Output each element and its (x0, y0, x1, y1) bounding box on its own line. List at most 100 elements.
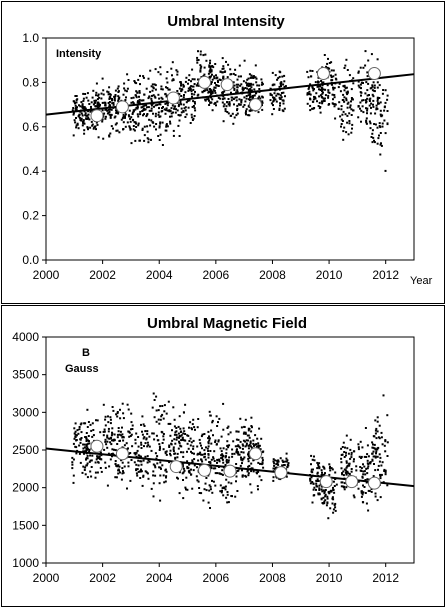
scatter-point (172, 79, 175, 81)
scatter-point (225, 459, 228, 461)
y-tick-label: 2500 (12, 443, 39, 457)
scatter-point (324, 472, 326, 475)
scatter-point (153, 438, 156, 441)
scatter-point (185, 488, 187, 491)
scatter-point (108, 111, 111, 113)
scatter-point (332, 86, 334, 89)
scatter-point (254, 76, 257, 79)
scatter-point (157, 71, 160, 74)
scatter-point (138, 95, 140, 98)
scatter-point (207, 450, 210, 452)
scatter-point (365, 502, 368, 505)
scatter-point (243, 426, 246, 428)
scatter-point (334, 117, 337, 120)
scatter-point (205, 446, 207, 449)
scatter-point (241, 469, 243, 472)
scatter-point (363, 486, 366, 488)
scatter-point (233, 84, 236, 87)
scatter-point (375, 108, 378, 111)
scatter-point (207, 91, 210, 94)
scatter-point (179, 444, 182, 447)
scatter-point (286, 459, 289, 462)
scatter-point (320, 498, 323, 501)
scatter-point (362, 501, 365, 504)
scatter-point (178, 471, 181, 474)
scatter-point (245, 97, 248, 100)
scatter-point (82, 465, 85, 468)
scatter-point (284, 460, 287, 463)
scatter-point (312, 468, 314, 471)
scatter-point (362, 473, 365, 476)
scatter-point (210, 429, 213, 432)
scatter-point (360, 470, 363, 472)
scatter-point (95, 91, 98, 94)
scatter-point (177, 432, 180, 435)
scatter-point (79, 423, 82, 426)
scatter-point (251, 467, 254, 470)
scatter-point (75, 452, 78, 455)
scatter-point (77, 115, 80, 118)
scatter-point (122, 439, 125, 442)
scatter-point (208, 99, 210, 102)
scatter-point (86, 446, 89, 449)
scatter-point (344, 64, 347, 67)
scatter-point (379, 496, 382, 499)
scatter-point (250, 86, 253, 89)
scatter-point (285, 452, 288, 455)
scatter-point (340, 481, 343, 484)
scatter-point (236, 107, 239, 110)
scatter-point (209, 67, 212, 70)
scatter-point (95, 105, 98, 108)
scatter-point (96, 123, 99, 126)
scatter-point (197, 59, 200, 61)
scatter-point (312, 494, 315, 497)
scatter-point (261, 100, 264, 103)
chart-title: Umbral Intensity (167, 13, 285, 30)
scatter-point (98, 105, 101, 108)
scatter-point (73, 427, 76, 430)
scatter-point (200, 444, 202, 447)
scatter-point (328, 467, 331, 470)
scatter-point (212, 467, 215, 470)
scatter-point (235, 475, 238, 478)
scatter-point (207, 456, 210, 459)
scatter-point (228, 101, 231, 104)
scatter-point (141, 129, 144, 131)
scatter-point (350, 100, 352, 103)
scatter-point (213, 86, 216, 89)
scatter-point (335, 483, 338, 486)
scatter-point (239, 446, 242, 449)
scatter-point (221, 487, 224, 490)
scatter-point (261, 459, 264, 462)
scatter-point (90, 105, 92, 108)
scatter-point (241, 474, 244, 477)
scatter-point (88, 440, 90, 443)
scatter-point (182, 432, 185, 435)
scatter-point (180, 107, 183, 110)
scatter-point (89, 110, 92, 113)
scatter-point (381, 122, 384, 125)
scatter-point (258, 84, 261, 87)
scatter-point (180, 451, 182, 454)
scatter-point (306, 102, 309, 105)
scatter-point (352, 450, 355, 453)
scatter-point (167, 400, 170, 403)
scatter-point (113, 95, 116, 98)
scatter-point (248, 114, 251, 117)
scatter-point (254, 64, 257, 67)
scatter-point (135, 463, 138, 466)
scatter-point (341, 473, 344, 476)
scatter-point (342, 470, 345, 473)
scatter-point (209, 414, 212, 417)
scatter-point (362, 66, 365, 69)
scatter-point (252, 77, 255, 79)
scatter-point (372, 443, 374, 446)
scatter-point (323, 490, 326, 493)
scatter-point (171, 429, 173, 432)
scatter-point (378, 125, 381, 127)
scatter-point (182, 451, 185, 454)
scatter-point (106, 112, 109, 115)
scatter-point (112, 103, 115, 106)
scatter-point (222, 65, 225, 68)
scatter-point (177, 447, 180, 450)
